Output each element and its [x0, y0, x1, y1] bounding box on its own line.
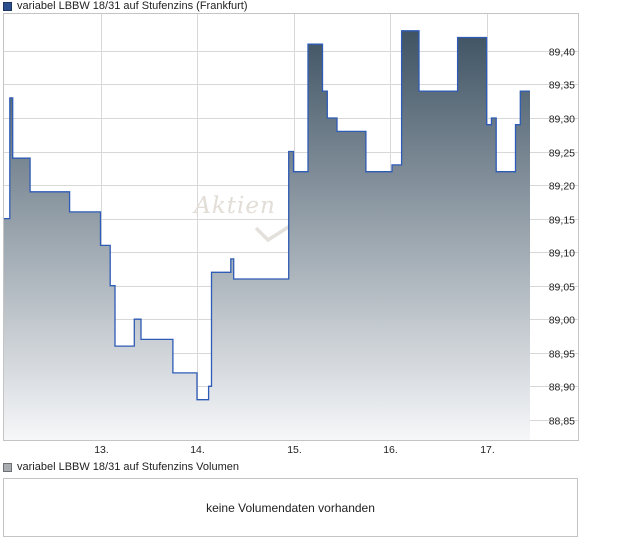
price-data-point — [327, 117, 328, 118]
price-data-point — [9, 97, 10, 98]
price-chart: Aktien 89,4089,3589,3089,2589,2089,1589,… — [3, 13, 579, 457]
price-data-point — [34, 191, 35, 192]
price-data-point — [208, 386, 209, 387]
price-data-point — [168, 339, 169, 340]
x-tick-label: 17. — [480, 444, 495, 456]
price-data-point — [387, 171, 388, 172]
price-series-line — [4, 30, 530, 401]
price-legend-swatch — [3, 1, 12, 11]
price-data-point — [529, 91, 530, 92]
volume-legend-swatch — [3, 462, 12, 472]
price-data-point — [224, 272, 225, 273]
price-data-point — [394, 164, 395, 165]
price-data-point — [12, 158, 13, 159]
price-data-point — [515, 124, 516, 125]
y-tick-label: 89,10 — [549, 248, 575, 260]
y-tick-label: 88,85 — [549, 416, 575, 428]
price-legend-label: variabel LBBW 18/31 auf Stufenzins (Fran… — [17, 0, 248, 12]
price-data-point — [365, 171, 366, 172]
price-data-point — [233, 278, 234, 279]
price-data-point — [23, 158, 24, 159]
price-data-point — [491, 117, 492, 118]
price-data-point — [15, 158, 16, 159]
price-data-point — [457, 91, 458, 92]
price-data-point — [230, 258, 231, 259]
price-data-point — [286, 278, 287, 279]
plot-frame — [3, 13, 579, 441]
price-data-point — [100, 245, 101, 246]
price-data-point — [391, 164, 392, 165]
y-tick-label: 89,30 — [549, 114, 575, 126]
price-data-point — [496, 171, 497, 172]
price-data-point — [418, 30, 419, 31]
x-tick-label: 15. — [287, 444, 302, 456]
price-data-point — [486, 124, 487, 125]
price-data-point — [211, 272, 212, 273]
y-tick-label: 89,35 — [549, 80, 575, 92]
y-tick-label: 89,40 — [549, 47, 575, 59]
y-tick-label: 89,15 — [549, 215, 575, 227]
price-data-point — [76, 211, 77, 212]
price-data-point — [298, 171, 299, 172]
price-data-point — [129, 346, 130, 347]
price-data-point — [201, 399, 202, 400]
x-tick-label: 14. — [190, 444, 205, 456]
price-data-point — [457, 37, 458, 38]
price-data-point — [95, 211, 96, 212]
y-tick-label: 88,95 — [549, 349, 575, 361]
price-data-point — [351, 131, 352, 132]
volume-legend-label: variabel LBBW 18/31 auf Stufenzins Volum… — [17, 461, 239, 473]
y-tick-label: 89,20 — [549, 181, 575, 193]
price-data-point — [254, 278, 255, 279]
price-data-point — [134, 319, 135, 320]
price-data-point — [520, 91, 521, 92]
price-data-point — [30, 191, 31, 192]
watermark-swoosh — [254, 224, 291, 243]
price-data-point — [336, 131, 337, 132]
price-data-point — [103, 245, 104, 246]
price-data-point — [172, 372, 173, 373]
price-data-point — [401, 30, 402, 31]
price-data-point — [196, 399, 197, 400]
price-chart-legend: variabel LBBW 18/31 auf Stufenzins (Fran… — [3, 0, 248, 12]
y-tick-label: 89,25 — [549, 148, 575, 160]
y-tick-label: 89,05 — [549, 282, 575, 294]
y-tick-label: 88,90 — [549, 382, 575, 394]
price-data-point — [418, 91, 419, 92]
x-tick-label: 13. — [94, 444, 109, 456]
price-data-point — [293, 171, 294, 172]
price-data-point — [194, 372, 195, 373]
price-data-point — [481, 37, 482, 38]
volume-chart-panel: keine Volumendaten vorhanden — [3, 478, 578, 537]
price-data-point — [307, 44, 308, 45]
price-area-fill — [4, 30, 530, 441]
watermark: Aktien — [192, 193, 276, 219]
y-tick-label: 89,00 — [549, 315, 575, 327]
price-data-point — [322, 91, 323, 92]
price-data-point — [423, 91, 424, 92]
x-tick-label: 16. — [383, 444, 398, 456]
price-data-point — [114, 346, 115, 347]
price-data-point — [361, 131, 362, 132]
volume-chart-legend: variabel LBBW 18/31 auf Stufenzins Volum… — [3, 461, 239, 473]
price-area-group — [4, 30, 530, 441]
price-data-point — [288, 151, 289, 152]
price-data-point — [69, 211, 70, 212]
price-data-point — [6, 218, 7, 219]
price-data-point — [438, 91, 439, 92]
price-data-point — [110, 285, 111, 286]
no-volume-message: keine Volumendaten vorhanden — [206, 500, 375, 515]
price-data-point — [507, 171, 508, 172]
price-data-point — [52, 191, 53, 192]
chart-axes: 89,40 89,35 89,30 89,25 89,20 89,15 89,10 89,05… — [94, 47, 575, 457]
price-data-point — [140, 339, 141, 340]
